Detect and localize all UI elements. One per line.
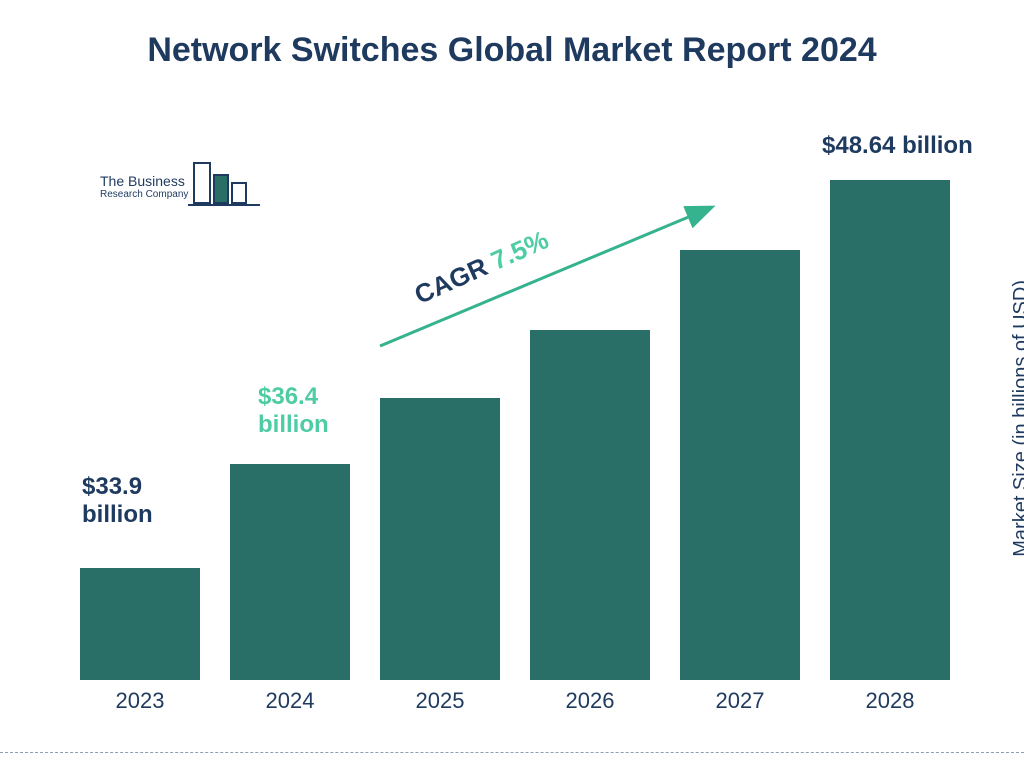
value-label-2024: $36.4 billion bbox=[258, 383, 378, 438]
xlabel-2024: 2024 bbox=[230, 688, 350, 714]
value-label-2023: $33.9 billion bbox=[82, 473, 202, 528]
bar-2023 bbox=[80, 568, 200, 680]
xlabel-2023: 2023 bbox=[80, 688, 200, 714]
xlabel-2026: 2026 bbox=[530, 688, 650, 714]
xlabel-2027: 2027 bbox=[680, 688, 800, 714]
y-axis-label: Market Size (in billions of USD) bbox=[1010, 280, 1024, 557]
bar-rect bbox=[830, 180, 950, 680]
bar-rect bbox=[530, 330, 650, 680]
cagr-annotation: CAGR 7.5% bbox=[370, 196, 730, 366]
bar-rect bbox=[80, 568, 200, 680]
bar-2024 bbox=[230, 464, 350, 680]
chart-title: Network Switches Global Market Report 20… bbox=[0, 28, 1024, 72]
bar-2026 bbox=[530, 330, 650, 680]
xlabel-2028: 2028 bbox=[830, 688, 950, 714]
bar-2025 bbox=[380, 398, 500, 680]
bar-rect bbox=[380, 398, 500, 680]
divider-line bbox=[0, 752, 1024, 753]
x-axis-labels: 2023 2024 2025 2026 2027 2028 bbox=[80, 688, 950, 714]
bar-2028 bbox=[830, 180, 950, 680]
xlabel-2025: 2025 bbox=[380, 688, 500, 714]
bar-rect bbox=[230, 464, 350, 680]
value-label-2028: $48.64 billion bbox=[822, 132, 973, 160]
